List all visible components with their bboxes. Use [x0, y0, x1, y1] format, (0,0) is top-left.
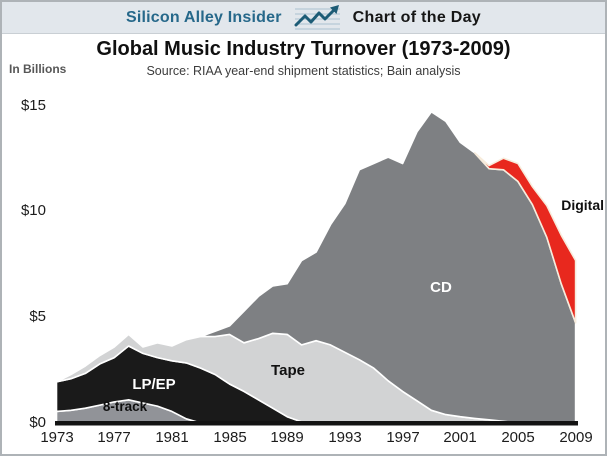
x-tick-1981: 1981: [155, 429, 189, 446]
series-label-lp-ep: LP/EP: [132, 376, 176, 393]
chart-subtitle: Source: RIAA year-end shipment statistic…: [146, 64, 461, 78]
y-tick-5: $5: [29, 308, 46, 325]
y-tick-10: $10: [20, 202, 46, 219]
area-digital: [473, 152, 577, 324]
series-label-cd: CD: [430, 279, 452, 296]
x-axis-line: [55, 421, 578, 426]
y-tick-15: $15: [20, 97, 46, 114]
x-tick-1997: 1997: [386, 429, 420, 446]
x-tick-2001: 2001: [443, 429, 477, 446]
series-label-tape: Tape: [271, 362, 305, 379]
x-tick-1989: 1989: [270, 429, 304, 446]
x-tick-1973: 1973: [40, 429, 74, 446]
x-tick-2009: 2009: [559, 429, 593, 446]
x-tick-1977: 1977: [97, 429, 131, 446]
x-tick-1993: 1993: [328, 429, 362, 446]
header-bar: Silicon Alley Insider Chart of the Day: [2, 2, 605, 34]
x-tick-2005: 2005: [501, 429, 535, 446]
series-label-8-track: 8-track: [102, 399, 148, 414]
brand-name: Silicon Alley Insider: [125, 8, 282, 26]
y-axis-unit-label: In Billions: [9, 62, 67, 76]
line-chart-arrow-icon: [294, 5, 340, 30]
header-title: Chart of the Day: [352, 8, 482, 26]
chart-title: Global Music Industry Turnover (1973-200…: [96, 38, 511, 60]
y-tick-0: $0: [29, 414, 46, 431]
area-cd: [199, 111, 577, 424]
series-label-digital: Digital: [561, 197, 604, 213]
x-tick-1985: 1985: [213, 429, 247, 446]
